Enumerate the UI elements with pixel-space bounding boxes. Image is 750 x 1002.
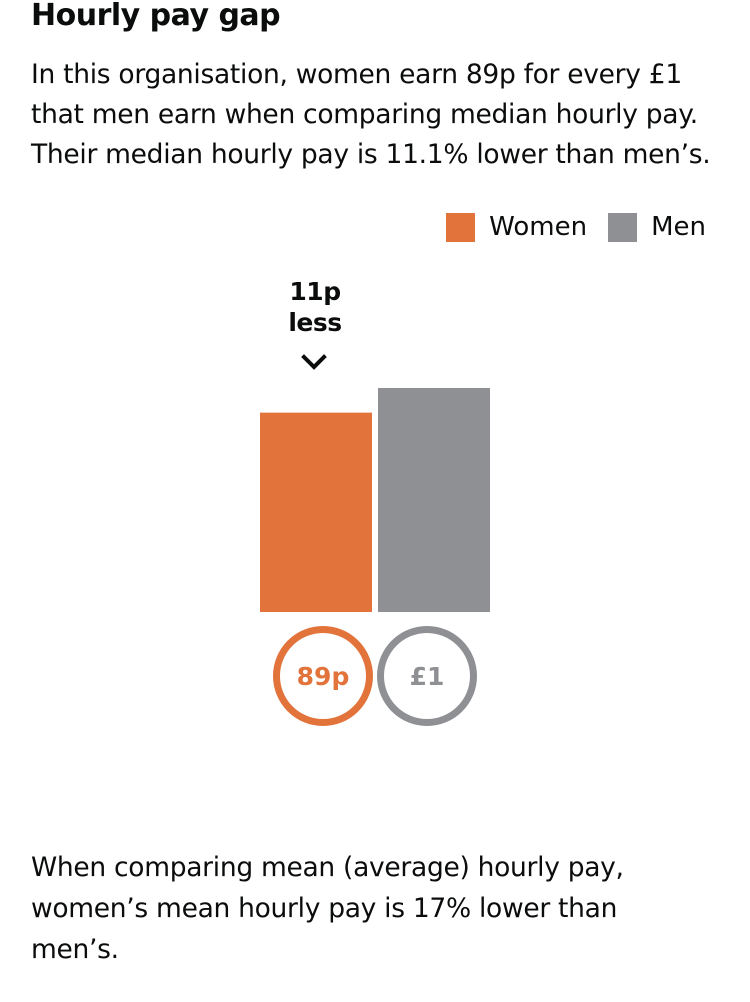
legend-item-women: Women	[446, 207, 587, 247]
women-value-label: 89p	[273, 626, 373, 726]
gap-direction: less	[288, 308, 342, 337]
legend-swatch-men	[608, 212, 638, 242]
gap-amount: 11p	[289, 277, 341, 306]
legend-label-men: Men	[651, 212, 706, 242]
pay-gap-summary: In this organisation, women earn 89p for…	[31, 59, 711, 170]
mean-pay-gap-text: When comparing mean (average) hourly pay…	[31, 852, 624, 965]
men-value-label: £1	[377, 626, 477, 726]
bar-men	[378, 388, 490, 612]
legend-label-women: Women	[489, 212, 588, 242]
pay-gap-chart	[260, 388, 490, 612]
gap-annotation: 11p less	[255, 276, 375, 338]
bar-women	[260, 412, 372, 612]
chevron-down-icon	[301, 354, 327, 370]
chart-legend: Women Men	[446, 207, 706, 247]
legend-item-men: Men	[608, 207, 706, 247]
section-title: Hourly pay gap	[31, 0, 281, 33]
legend-swatch-women	[446, 212, 476, 242]
